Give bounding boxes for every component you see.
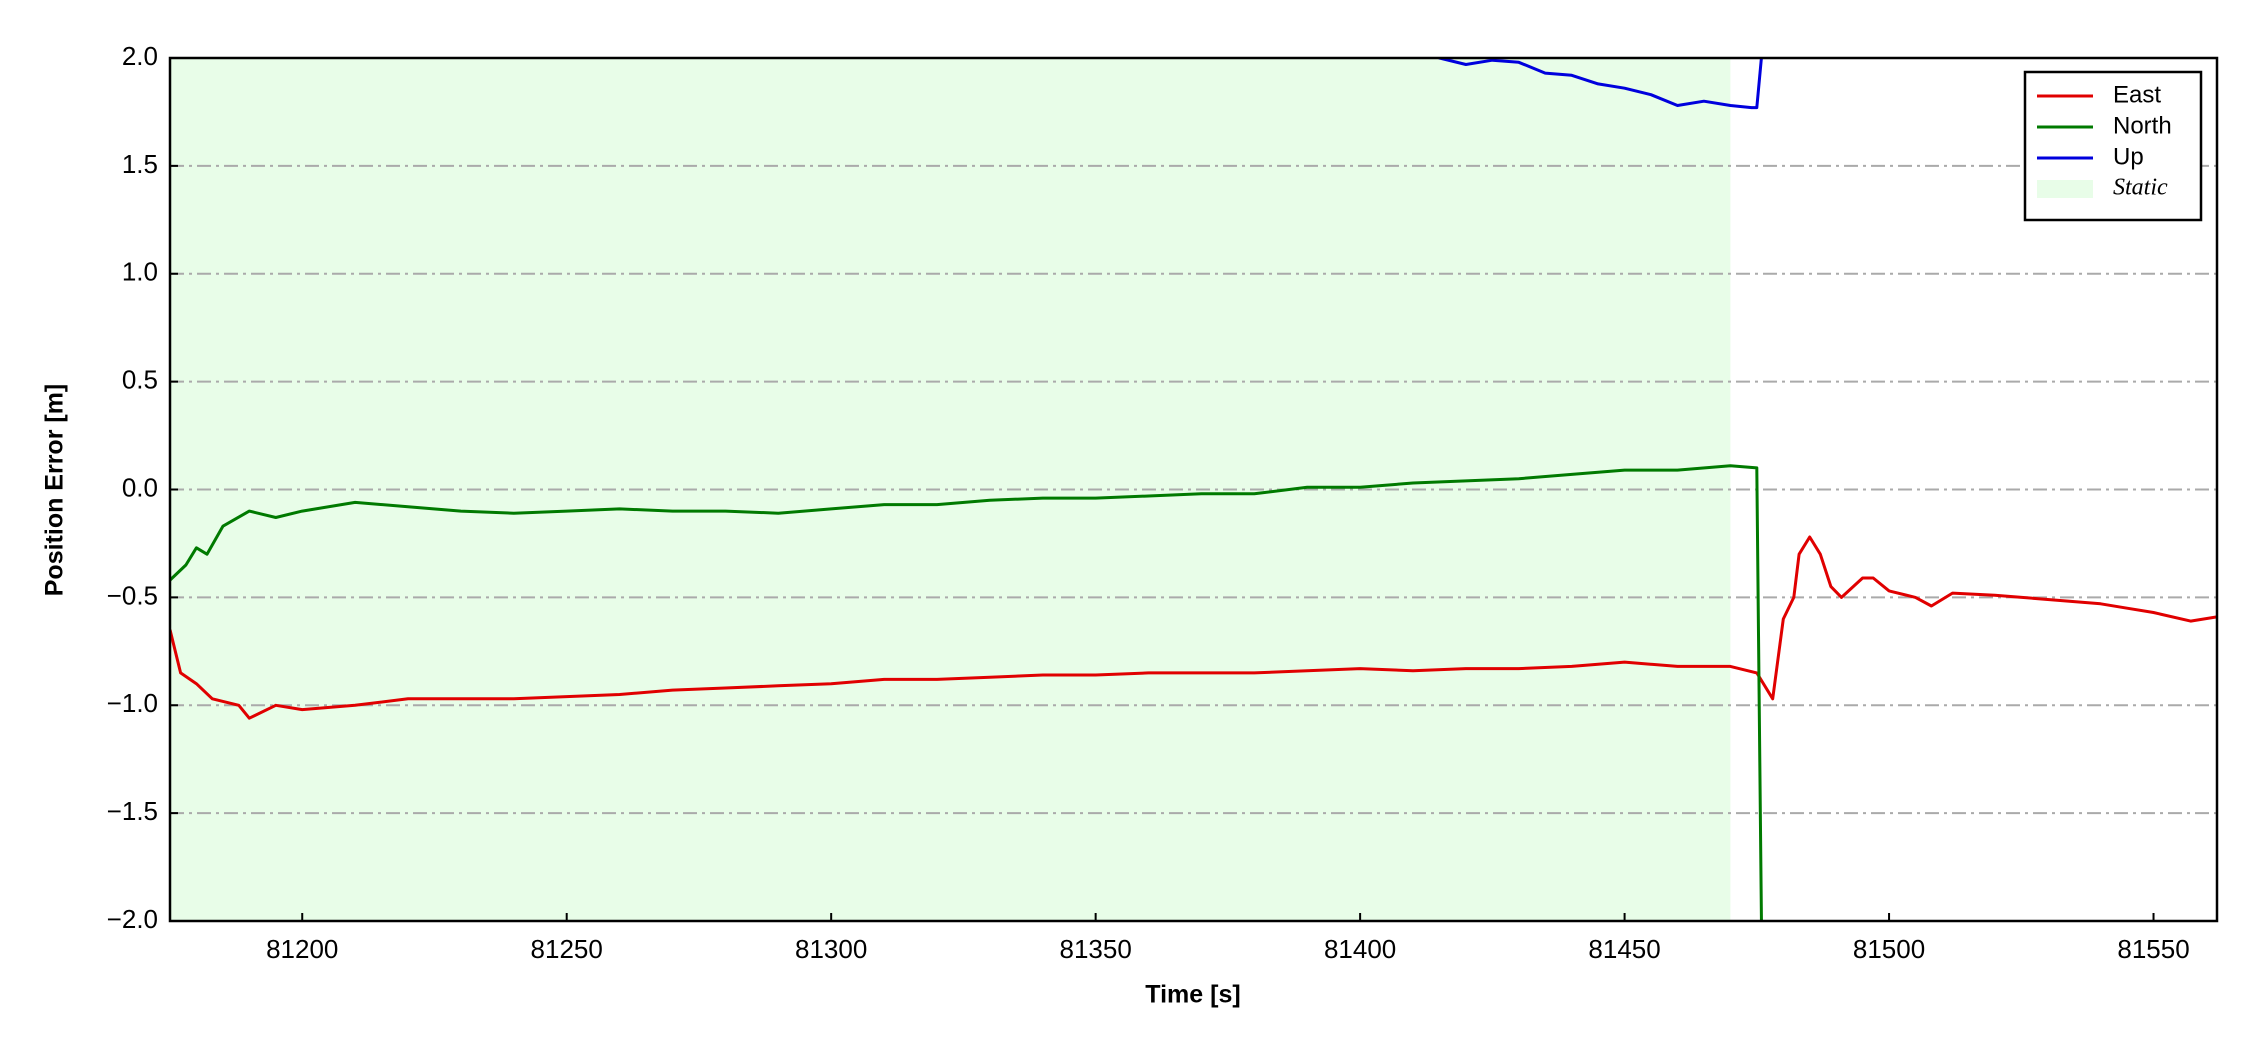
legend-swatch: [2037, 180, 2093, 198]
y-tick-label: −2.0: [107, 904, 158, 934]
x-tick-label: 81550: [2117, 934, 2189, 964]
plot-frame: [168, 56, 2219, 923]
x-tick-label: 81500: [1853, 934, 1925, 964]
y-tick-label: −1.0: [107, 688, 158, 718]
y-tick-label: −0.5: [107, 580, 158, 610]
series-line: [170, 464, 1763, 921]
y-axis-label: Position Error [m]: [41, 384, 69, 597]
plot-lines: [170, 58, 2217, 921]
y-tick-label: 1.0: [122, 257, 158, 287]
y-tick-label: 0.0: [122, 472, 158, 502]
x-tick-label: 81450: [1588, 934, 1660, 964]
x-tick-label: 81200: [266, 934, 338, 964]
legend-label: Static: [2113, 175, 2168, 201]
series-line: [1435, 58, 1763, 110]
legend-label: East: [2113, 81, 2161, 108]
legend-label: Up: [2113, 143, 2144, 170]
x-tick-label: 81300: [795, 934, 867, 964]
x-tick-label: 81350: [1059, 934, 1131, 964]
y-tick-label: 1.5: [122, 149, 158, 179]
series-line: [170, 535, 2217, 720]
legend-label: North: [2113, 112, 2172, 139]
y-tick-label: 2.0: [122, 41, 158, 71]
y-tick-label: 0.5: [122, 365, 158, 395]
y-tick-label: −1.5: [107, 796, 158, 826]
x-tick-label: 81250: [531, 934, 603, 964]
x-axis-label: Time [s]: [1145, 981, 1240, 1009]
x-tick-label: 81400: [1324, 934, 1396, 964]
